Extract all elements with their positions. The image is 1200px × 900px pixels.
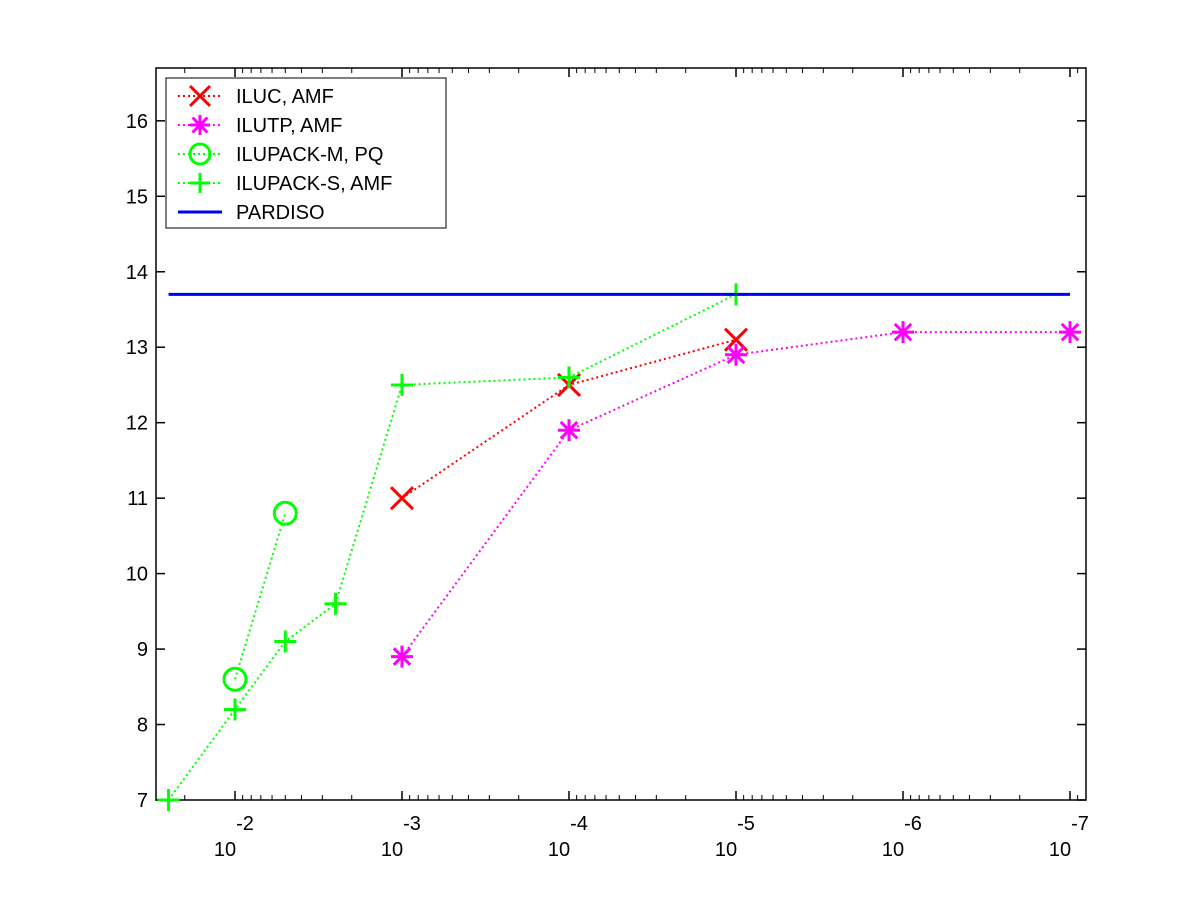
legend-label: ILUPACK-S, AMF [236, 173, 392, 195]
legend-label: ILUTP, AMF [236, 115, 342, 137]
y-tick-label: 13 [126, 337, 148, 359]
legend-box [165, 77, 447, 229]
series-layer [157, 283, 1081, 811]
legend-label: ILUPACK-M, PQ [236, 144, 383, 166]
legend-label: ILUC, AMF [236, 86, 334, 108]
x-tick-label-exponent: -7 [1071, 813, 1089, 835]
x-tick-label-exponent: -4 [570, 813, 588, 835]
legend: ILUC, AMF ILUTP, AMF ILUPACK-M, PQ ILUPACK-… [165, 77, 447, 229]
data-point-marker [893, 322, 913, 342]
x-tick-label-base: 10 [381, 839, 403, 861]
data-point-marker [1060, 322, 1080, 342]
data-point-marker [559, 420, 579, 440]
x-tick-label-base: 10 [715, 839, 737, 861]
y-tick-label: 16 [126, 111, 148, 133]
y-tick-label: 7 [137, 790, 148, 812]
x-tick-label-exponent: -5 [737, 813, 755, 835]
legend-swatch-marker [188, 142, 212, 166]
series-1 [391, 321, 1081, 668]
x-tick-label-base: 10 [214, 839, 236, 861]
x-tick-label-exponent: -3 [403, 813, 421, 835]
y-tick-label: 14 [126, 262, 148, 284]
data-point-marker [389, 486, 415, 511]
y-tick-label: 8 [137, 715, 148, 737]
data-point-marker [272, 500, 298, 526]
y-tick-label: 10 [126, 564, 148, 586]
y-tick-label: 12 [126, 413, 148, 435]
y-tick-label: 15 [126, 186, 148, 208]
data-point-marker [392, 647, 412, 666]
legend-swatch-marker [191, 116, 209, 134]
x-tick-label-base: 10 [548, 839, 570, 861]
legend-swatch-marker [188, 84, 212, 108]
series-line [234, 512, 287, 680]
x-axis-ticks: 10-210-310-410-510-610-7 [184, 68, 1089, 861]
x-tick-label-exponent: -2 [236, 813, 254, 835]
series-3 [157, 283, 747, 811]
y-axis-ticks: 7 8 9 10 11 12 13 14 15 16 [126, 111, 1086, 812]
data-point-marker [726, 345, 746, 365]
x-tick-label-exponent: -6 [904, 813, 922, 835]
y-tick-label: 9 [137, 639, 148, 661]
y-tick-label: 11 [127, 488, 148, 510]
series-2 [222, 500, 298, 692]
legend-label: PARDISO [236, 202, 325, 224]
x-tick-label-base: 10 [1049, 839, 1071, 861]
x-tick-label-base: 10 [882, 839, 904, 861]
data-point-marker [222, 666, 248, 692]
